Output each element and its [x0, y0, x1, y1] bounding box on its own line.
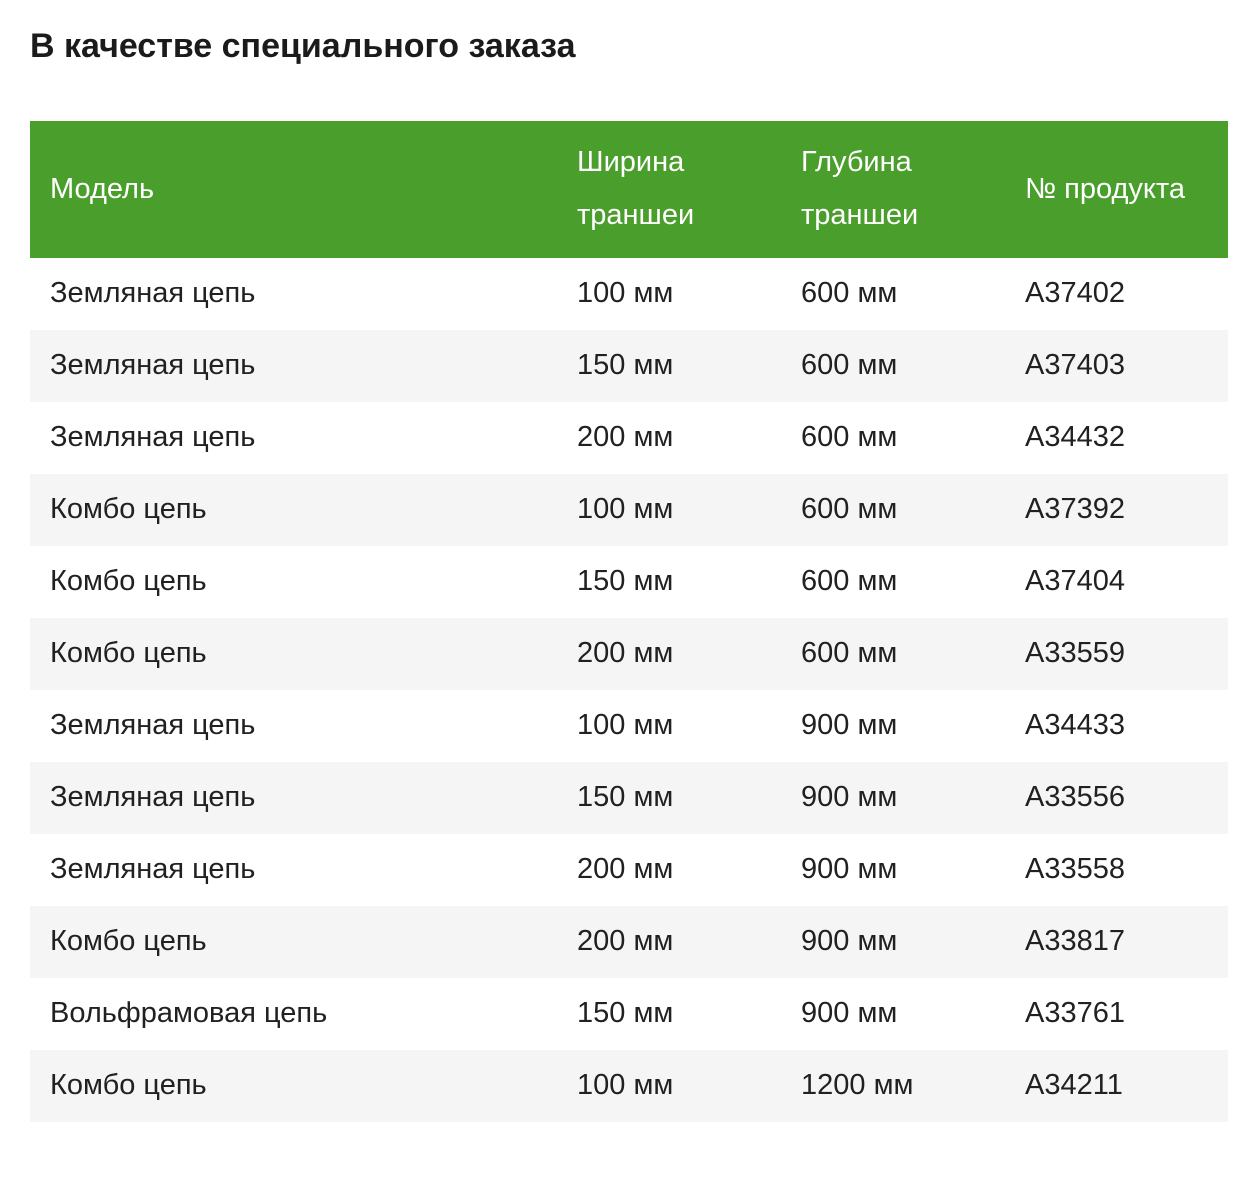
cell-trench-depth: 600 мм — [801, 493, 898, 526]
cell-trench-depth: 600 мм — [801, 277, 898, 310]
cell-trench-width: 200 мм — [577, 853, 674, 886]
cell-model: Земляная цепь — [50, 709, 256, 742]
cell-trench-width: 200 мм — [577, 925, 674, 958]
cell-trench-width: 150 мм — [577, 349, 674, 382]
cell-trench-width: 100 мм — [577, 493, 674, 526]
cell-product-number: A33556 — [1025, 781, 1125, 814]
cell-model: Земляная цепь — [50, 853, 256, 886]
table-row: Комбо цепь 100 мм 1200 мм A34211 — [30, 1049, 1228, 1122]
table-row: Земляная цепь 100 мм 900 мм A34433 — [30, 690, 1228, 762]
cell-model: Земляная цепь — [50, 781, 256, 814]
cell-model: Комбо цепь — [50, 565, 207, 598]
cell-product-number: A33559 — [1025, 637, 1125, 670]
cell-model: Земляная цепь — [50, 349, 256, 382]
cell-product-number: A33817 — [1025, 925, 1125, 958]
table-body: Земляная цепь 100 мм 600 мм A37402 Земляная … — [30, 258, 1228, 1122]
column-header-trench-depth: Глубина траншеи — [781, 120, 1005, 258]
page-title: В качестве специального заказа — [30, 27, 576, 65]
cell-trench-width: 200 мм — [577, 637, 674, 670]
cell-trench-width: 100 мм — [577, 709, 674, 742]
cell-product-number: A34433 — [1025, 709, 1125, 742]
cell-product-number: A37392 — [1025, 493, 1125, 526]
cell-model: Комбо цепь — [50, 925, 207, 958]
cell-trench-depth: 900 мм — [801, 925, 898, 958]
cell-product-number: A37402 — [1025, 277, 1125, 310]
table-row: Вольфрамовая цепь 150 мм 900 мм A33761 — [30, 978, 1228, 1050]
table-row: Комбо цепь 200 мм 600 мм A33559 — [30, 617, 1228, 690]
table-row: Комбо цепь 150 мм 600 мм A37404 — [30, 546, 1228, 618]
table-header-row: Модель Ширина траншеи Глубина траншеи № … — [30, 120, 1228, 258]
cell-trench-depth: 600 мм — [801, 421, 898, 454]
column-header-trench-width: Ширина траншеи — [557, 120, 781, 258]
special-order-table: Модель Ширина траншеи Глубина траншеи № … — [30, 120, 1228, 1122]
cell-model: Земляная цепь — [50, 277, 256, 310]
cell-product-number: A34432 — [1025, 421, 1125, 454]
table-row: Земляная цепь 200 мм 600 мм A34432 — [30, 402, 1228, 474]
cell-trench-depth: 900 мм — [801, 781, 898, 814]
table-row: Земляная цепь 100 мм 600 мм A37402 — [30, 258, 1228, 330]
table-header: Модель Ширина траншеи Глубина траншеи № … — [30, 120, 1228, 258]
table-row: Земляная цепь 150 мм 900 мм A33556 — [30, 761, 1228, 834]
column-header-product-number: № продукта — [1005, 120, 1228, 258]
cell-trench-width: 150 мм — [577, 781, 674, 814]
cell-model: Вольфрамовая цепь — [50, 997, 328, 1030]
cell-trench-depth: 900 мм — [801, 853, 898, 886]
table-row: Земляная цепь 150 мм 600 мм A37403 — [30, 329, 1228, 402]
cell-model: Комбо цепь — [50, 493, 207, 526]
table-row: Комбо цепь 100 мм 600 мм A37392 — [30, 473, 1228, 546]
cell-model: Земляная цепь — [50, 421, 256, 454]
column-header-model: Модель — [30, 120, 557, 258]
cell-product-number: A37404 — [1025, 565, 1125, 598]
table-row: Комбо цепь 200 мм 900 мм A33817 — [30, 905, 1228, 978]
cell-trench-width: 150 мм — [577, 997, 674, 1030]
cell-trench-depth: 900 мм — [801, 709, 898, 742]
table-row: Земляная цепь 200 мм 900 мм A33558 — [30, 834, 1228, 906]
cell-product-number: A34211 — [1025, 1069, 1123, 1102]
cell-trench-depth: 900 мм — [801, 997, 898, 1030]
cell-trench-depth: 600 мм — [801, 637, 898, 670]
cell-product-number: A33761 — [1025, 997, 1125, 1030]
cell-trench-width: 150 мм — [577, 565, 674, 598]
cell-model: Комбо цепь — [50, 1069, 207, 1102]
cell-product-number: A33558 — [1025, 853, 1125, 886]
cell-product-number: A37403 — [1025, 349, 1125, 382]
cell-trench-depth: 600 мм — [801, 565, 898, 598]
cell-trench-depth: 1200 мм — [801, 1069, 914, 1102]
cell-trench-width: 200 мм — [577, 421, 674, 454]
cell-trench-width: 100 мм — [577, 1069, 674, 1102]
cell-model: Комбо цепь — [50, 637, 207, 670]
cell-trench-depth: 600 мм — [801, 349, 898, 382]
cell-trench-width: 100 мм — [577, 277, 674, 310]
